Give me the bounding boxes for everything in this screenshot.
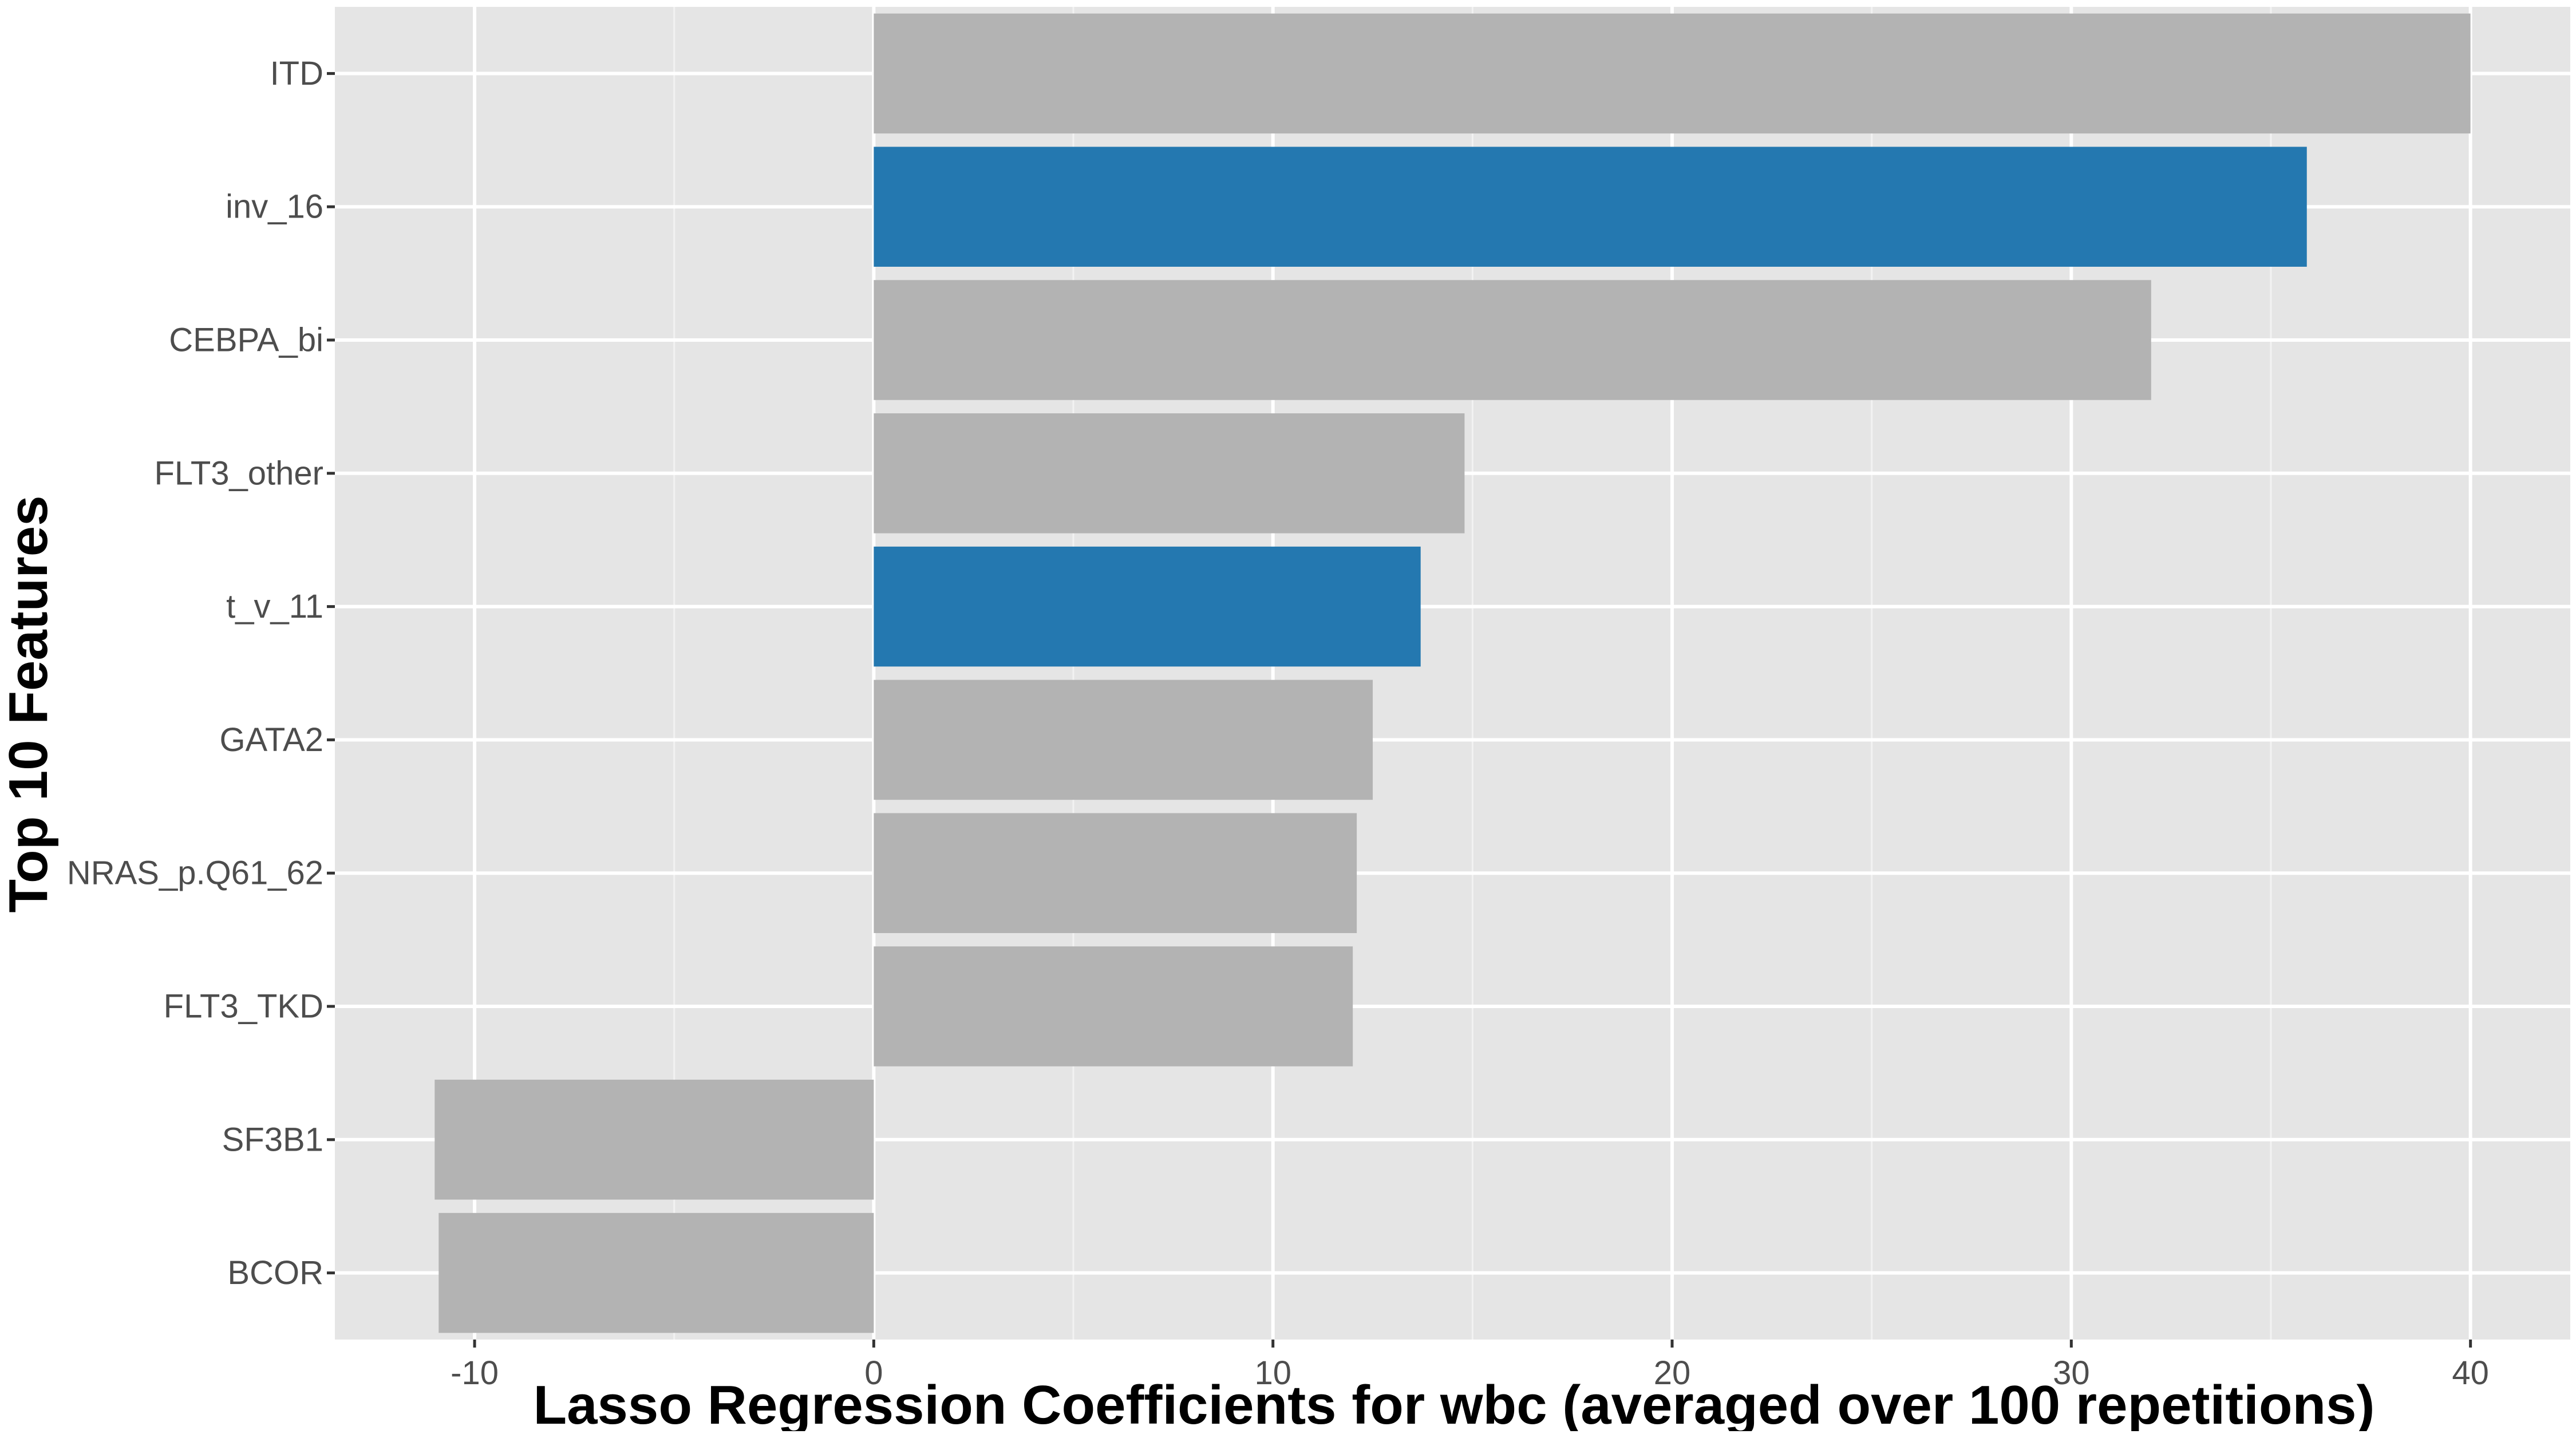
- bar-cebpa-bi: [874, 280, 2151, 400]
- y-tick-label: SF3B1: [222, 1121, 323, 1158]
- y-tick-label: ITD: [270, 55, 323, 92]
- y-tick-label: BCOR: [227, 1254, 323, 1291]
- x-tick-label: 20: [1654, 1354, 1691, 1392]
- bar-itd: [874, 13, 2471, 134]
- y-tick-label: FLT3_other: [154, 455, 323, 492]
- bar-flt3-other: [874, 413, 1465, 534]
- x-axis-title: Lasso Regression Coefficients for wbc (a…: [534, 1374, 2375, 1431]
- bar-gata2: [874, 680, 1373, 800]
- bar-sf3b1: [434, 1080, 874, 1200]
- x-tick-label: 30: [2053, 1354, 2090, 1392]
- bar-inv-16: [874, 147, 2307, 267]
- bar-nras-p-q61-62: [874, 813, 1357, 933]
- y-tick-label: GATA2: [219, 721, 323, 759]
- x-tick-label: 0: [864, 1354, 883, 1392]
- bar-bcor: [438, 1212, 874, 1333]
- x-tick-label: -10: [451, 1354, 499, 1392]
- x-tick-label: 40: [2452, 1354, 2489, 1392]
- bar-flt3-tkd: [874, 946, 1353, 1066]
- y-tick-label: inv_16: [226, 188, 323, 226]
- x-tick-label: 10: [1254, 1354, 1291, 1392]
- y-tick-label: CEBPA_bi: [169, 322, 323, 359]
- y-tick-label: FLT3_TKD: [164, 988, 323, 1025]
- y-tick-label: NRAS_p.Q61_62: [67, 855, 323, 892]
- y-tick-label: t_v_11: [226, 588, 323, 625]
- y-axis-title: Top 10 Features: [0, 495, 59, 912]
- bar-t-v-11: [874, 546, 1421, 667]
